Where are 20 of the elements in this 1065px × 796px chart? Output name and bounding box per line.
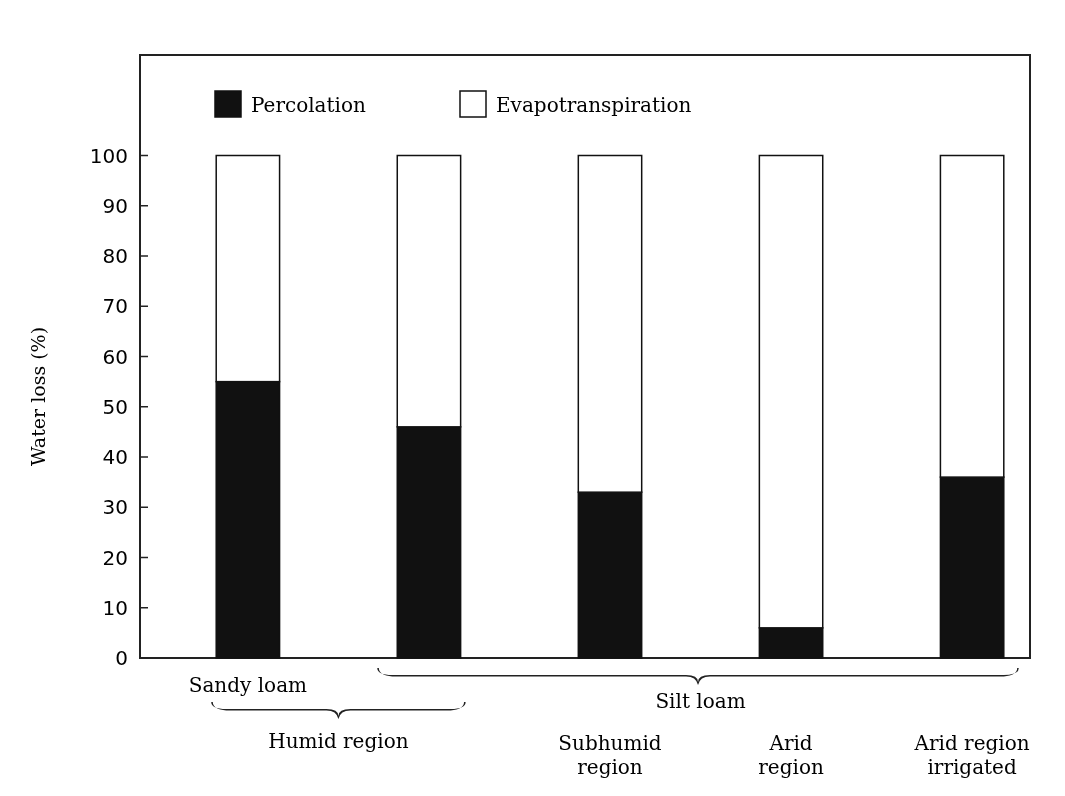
y-tick-label: 90 xyxy=(102,193,128,218)
x-tick-label: Arid region xyxy=(758,731,824,779)
y-tick-label: 20 xyxy=(102,545,128,570)
y-tick-label: 100 xyxy=(89,143,128,168)
y-tick-label: 40 xyxy=(102,445,128,469)
text: Silt loam xyxy=(655,689,746,713)
legend-label: Percolation xyxy=(251,93,366,117)
y-tick-label: 30 xyxy=(102,495,128,520)
y-axis-title: Water loss (%) xyxy=(27,326,49,467)
x-tick-label: Arid region irrigated xyxy=(913,731,1030,779)
y-tick-label: 0 xyxy=(115,646,128,670)
text: Humid region xyxy=(268,729,409,753)
y-tick-label: 70 xyxy=(102,294,128,319)
legend-label: Evapotranspiration xyxy=(496,93,692,117)
y-tick-label: 50 xyxy=(102,394,128,419)
x-tick-label: Sandy loam xyxy=(188,673,308,697)
y-tick-label: 60 xyxy=(102,344,128,369)
x-tick-label: Subhumid region xyxy=(558,731,662,779)
y-tick-label: 10 xyxy=(102,595,128,620)
y-tick-label: 80 xyxy=(102,244,128,268)
